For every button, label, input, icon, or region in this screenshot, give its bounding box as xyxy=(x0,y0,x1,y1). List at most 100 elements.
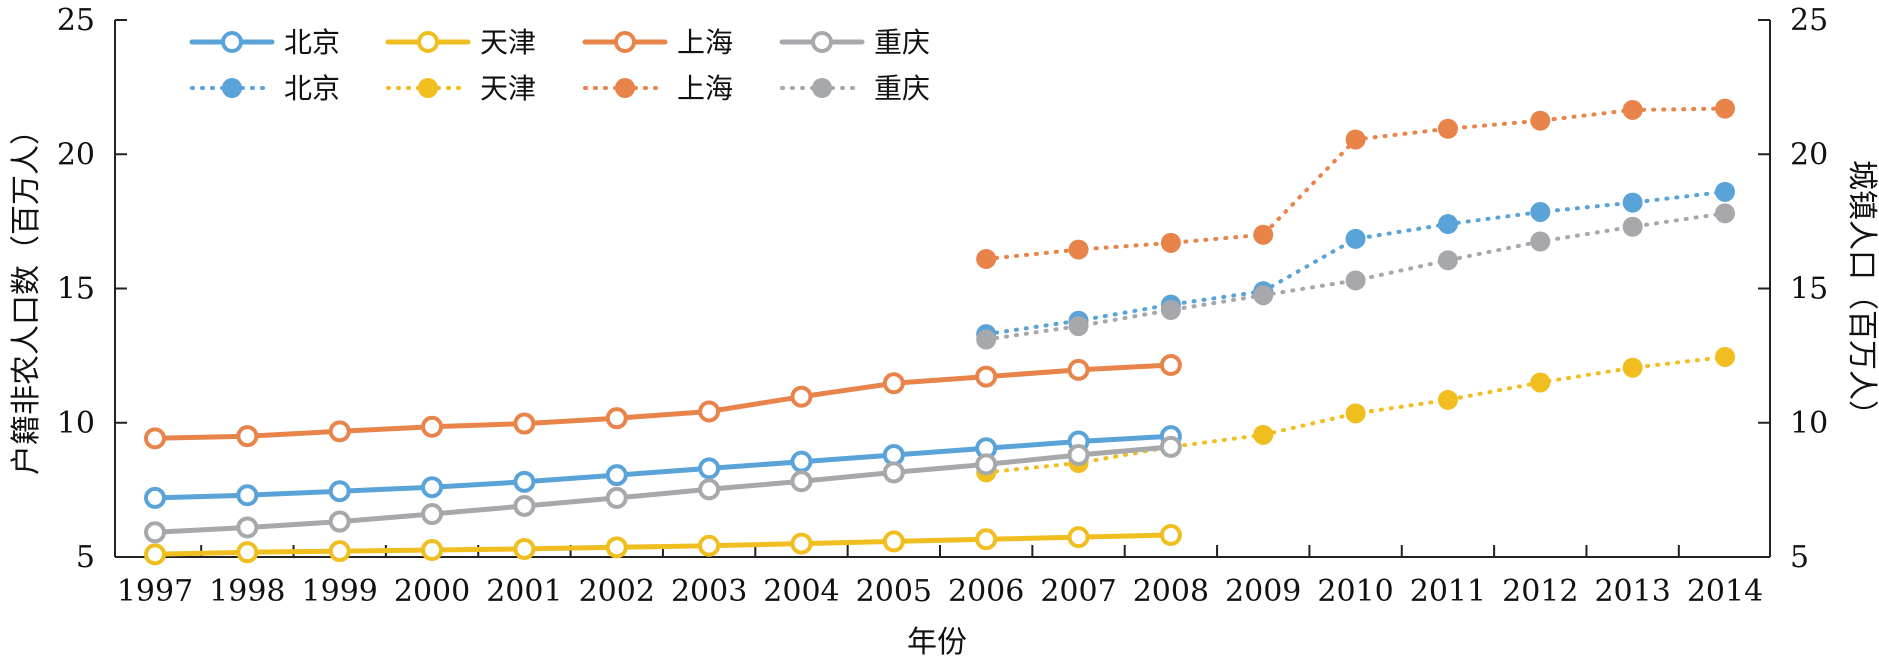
legend-marker-4 xyxy=(811,31,833,53)
y-tick-label-left-5: 5 xyxy=(76,540,95,575)
y-axis-title-left: 户籍非农人口数（百万人） xyxy=(9,115,44,475)
x-tick-label-2000: 2000 xyxy=(394,574,470,609)
legend-entry-5: 北京 xyxy=(190,72,340,105)
point-6-2010 xyxy=(1345,403,1366,424)
point-2-2000 xyxy=(421,539,444,562)
point-3-2008 xyxy=(1159,354,1182,377)
point-5-2012 xyxy=(1530,201,1551,222)
x-tick-label-2011: 2011 xyxy=(1410,574,1486,609)
legend-marker-1 xyxy=(221,31,243,53)
series-solid-4 xyxy=(144,435,1182,544)
x-tick-label-2003: 2003 xyxy=(671,574,747,609)
point-8-2014 xyxy=(1715,203,1735,224)
x-tick-label-2008: 2008 xyxy=(1133,574,1209,609)
series-layer xyxy=(144,98,1735,566)
point-2-2002 xyxy=(605,536,628,559)
point-7-2013 xyxy=(1622,99,1643,120)
point-4-2004 xyxy=(790,470,813,493)
legend-label-3: 上海 xyxy=(677,26,733,59)
point-7-2007 xyxy=(1068,239,1089,260)
point-3-1998 xyxy=(236,425,259,448)
legend-label-6: 天津 xyxy=(480,72,536,105)
point-7-2014 xyxy=(1715,98,1735,119)
legend-marker-6 xyxy=(418,78,438,98)
legend-entry-8: 重庆 xyxy=(780,72,930,105)
point-4-2008 xyxy=(1159,435,1182,458)
series-solid-1 xyxy=(144,425,1182,509)
series-line-1 xyxy=(152,433,1174,501)
y-tick-label-left-20: 20 xyxy=(57,137,95,172)
point-8-2013 xyxy=(1622,216,1643,237)
legend-marker-8 xyxy=(812,78,832,98)
legend-entry-3: 上海 xyxy=(582,26,733,59)
point-8-2012 xyxy=(1530,231,1551,252)
legend-label-1: 北京 xyxy=(284,26,340,59)
legend-entry-7: 上海 xyxy=(583,72,733,105)
series-line-3 xyxy=(152,362,1174,441)
point-7-2008 xyxy=(1160,232,1181,253)
point-2-2008 xyxy=(1159,523,1182,546)
point-4-2007 xyxy=(1067,443,1090,466)
point-5-2014 xyxy=(1715,181,1735,202)
y-tick-label-right-15: 15 xyxy=(1790,272,1828,307)
x-tick-label-2013: 2013 xyxy=(1594,574,1670,609)
x-tick-label-1999: 1999 xyxy=(302,574,378,609)
point-3-2006 xyxy=(975,365,998,388)
point-2-2006 xyxy=(975,528,998,551)
legend-entry-4: 重庆 xyxy=(779,26,930,59)
series-dotted-8 xyxy=(976,203,1735,350)
series-solid-2 xyxy=(144,523,1182,566)
point-3-1997 xyxy=(144,427,166,450)
point-6-2014 xyxy=(1715,346,1735,367)
point-5-2011 xyxy=(1437,214,1458,235)
point-1-2002 xyxy=(605,464,628,487)
legend-label-2: 天津 xyxy=(480,26,536,59)
point-3-2001 xyxy=(513,412,536,435)
point-8-2011 xyxy=(1437,250,1458,271)
series-dotted-7 xyxy=(976,98,1735,269)
point-1-2005 xyxy=(882,443,905,466)
point-1-2003 xyxy=(698,457,721,480)
point-4-1998 xyxy=(236,516,259,539)
point-3-2003 xyxy=(698,400,721,423)
y-tick-label-right-20: 20 xyxy=(1790,137,1828,172)
point-7-2011 xyxy=(1437,118,1458,139)
point-2-2003 xyxy=(698,534,721,557)
point-2-1997 xyxy=(144,543,166,566)
point-1-1998 xyxy=(236,484,259,507)
point-5-2013 xyxy=(1622,192,1643,213)
point-2-2001 xyxy=(513,537,536,560)
point-2-2007 xyxy=(1067,526,1090,549)
point-8-2008 xyxy=(1160,299,1181,320)
point-6-2011 xyxy=(1437,389,1458,410)
point-1-1999 xyxy=(328,480,351,503)
point-3-2007 xyxy=(1067,358,1090,381)
point-8-2010 xyxy=(1345,270,1366,291)
point-7-2010 xyxy=(1345,129,1366,150)
point-4-2002 xyxy=(605,486,628,509)
point-6-2009 xyxy=(1253,424,1274,445)
x-tick-label-2001: 2001 xyxy=(486,574,562,609)
point-3-2005 xyxy=(882,372,905,395)
series-line-4 xyxy=(152,444,1174,535)
legend-label-5: 北京 xyxy=(284,72,340,105)
point-4-2003 xyxy=(698,478,721,501)
point-2-2005 xyxy=(882,530,905,553)
x-tick-label-1998: 1998 xyxy=(209,574,285,609)
series-line-5 xyxy=(984,189,1727,337)
point-4-2001 xyxy=(513,494,536,517)
legend-marker-5 xyxy=(222,78,242,98)
axes: 5 5 10 10 15 15 20 20 25 25 1997 1998 1999 2000 2001 20… xyxy=(57,3,1828,609)
y-tick-label-right-25: 25 xyxy=(1790,3,1828,38)
legend-marker-3 xyxy=(614,31,636,53)
y-tick-label-left-25: 25 xyxy=(57,3,95,38)
point-7-2012 xyxy=(1530,110,1551,131)
x-tick-label-1997: 1997 xyxy=(117,574,193,609)
y-tick-label-right-5: 5 xyxy=(1790,540,1809,575)
point-2-2004 xyxy=(790,532,813,555)
x-tick-label-2009: 2009 xyxy=(1225,574,1301,609)
point-8-2009 xyxy=(1253,285,1274,306)
point-1-1997 xyxy=(144,486,166,509)
